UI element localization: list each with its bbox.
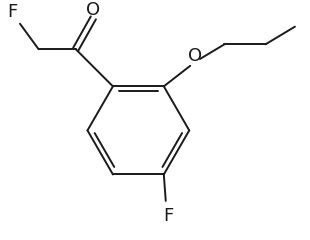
Text: O: O	[86, 1, 100, 19]
Text: F: F	[164, 207, 174, 225]
Text: F: F	[7, 3, 17, 21]
Text: O: O	[188, 47, 202, 65]
